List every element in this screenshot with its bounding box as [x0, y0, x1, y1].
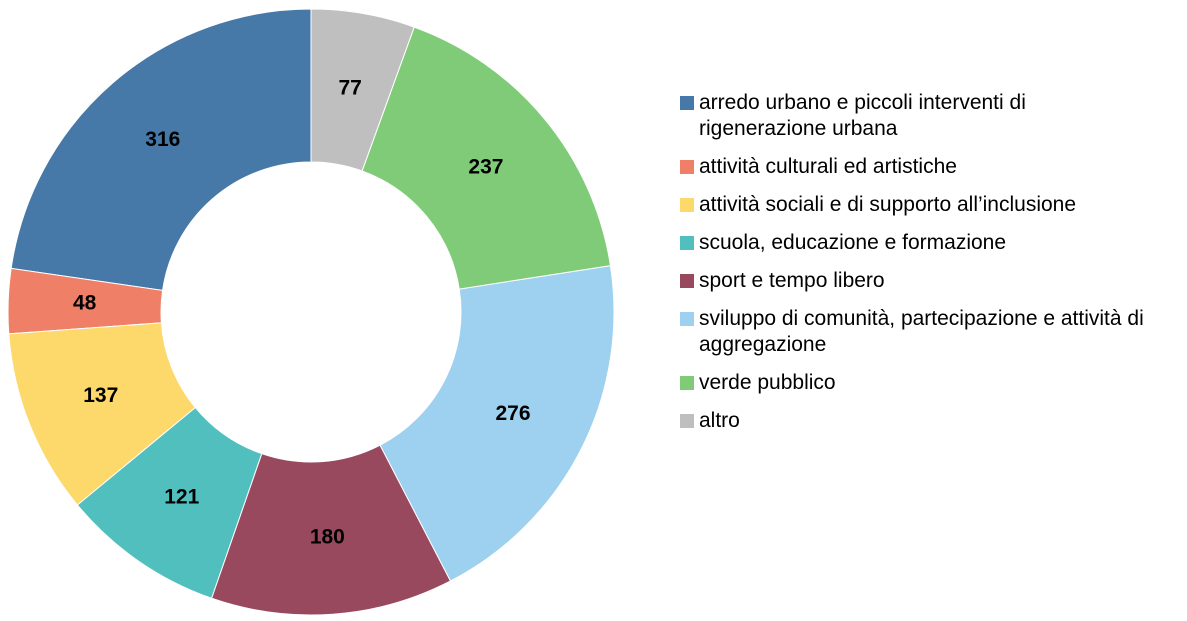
legend-item: sport e tempo libero	[680, 268, 1180, 294]
data-label: 48	[73, 291, 97, 314]
legend-swatch	[680, 236, 694, 250]
legend-item: scuola, educazione e formazione	[680, 230, 1180, 256]
data-label: 180	[310, 525, 345, 548]
wedge	[379, 265, 615, 582]
wedge	[211, 444, 452, 616]
data-label: 77	[338, 76, 361, 99]
legend: arredo urbano e piccoli interventi di ri…	[680, 90, 1180, 434]
data-label: 237	[468, 156, 503, 179]
legend-label: arredo urbano e piccoli interventi di ri…	[699, 91, 1026, 140]
legend-swatch	[680, 414, 694, 428]
legend-swatch	[680, 198, 694, 212]
legend-swatch	[680, 96, 694, 110]
data-label: 137	[83, 384, 118, 407]
legend-item: altro	[680, 408, 1180, 434]
chart: 316 48 137 121 180 276 237 77	[7, 8, 615, 616]
legend-label: scuola, educazione e formazione	[699, 231, 1007, 254]
legend-swatch	[680, 376, 694, 390]
legend-item: attività culturali ed artistiche	[680, 154, 1180, 180]
legend-label: attività culturali ed artistiche	[699, 155, 957, 178]
legend-item: sviluppo di comunità, partecipazione e a…	[680, 306, 1180, 358]
data-label: 316	[145, 128, 180, 151]
legend-item: verde pubblico	[680, 370, 1180, 396]
wedge	[361, 26, 612, 290]
legend-swatch	[680, 274, 694, 288]
legend-swatch	[680, 312, 694, 326]
legend-item: arredo urbano e piccoli interventi di ri…	[680, 90, 1180, 142]
legend-item: attività sociali e di supporto all’inclu…	[680, 192, 1180, 218]
legend-label: sport e tempo libero	[699, 269, 885, 292]
data-label: 276	[495, 402, 530, 425]
legend-label: verde pubblico	[699, 371, 836, 394]
legend-label: attività sociali e di supporto all’inclu…	[699, 193, 1077, 216]
wedge	[10, 8, 312, 291]
legend-label: sviluppo di comunità, partecipazione e a…	[699, 307, 1144, 356]
legend-label: altro	[699, 409, 740, 432]
legend-swatch	[680, 160, 694, 174]
data-label: 121	[164, 486, 199, 509]
wedge	[310, 8, 415, 172]
